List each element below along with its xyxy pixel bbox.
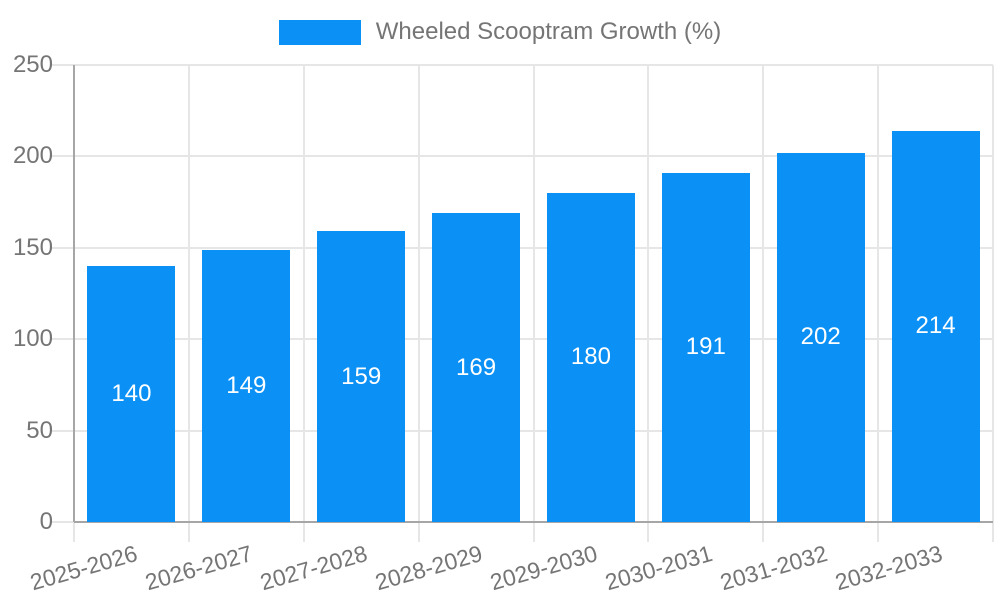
v-gridline [992,65,994,542]
bar: 159 [317,231,406,522]
bar: 149 [202,249,291,522]
bar: 202 [776,152,865,522]
x-axis-line [74,521,993,523]
bar-value-label: 191 [685,333,726,361]
y-tick-label: 0 [39,508,53,535]
y-axis-line [73,65,75,522]
v-gridline [877,65,880,542]
y-tick-label: 150 [12,233,53,261]
bar: 180 [546,192,635,522]
h-gridline [52,338,993,341]
h-gridline [52,429,993,432]
y-tick-label: 250 [12,51,53,78]
bar-value-label: 149 [226,371,267,399]
v-gridline [532,65,535,542]
bar-value-label: 180 [570,343,611,371]
h-gridline [52,155,993,158]
v-gridline [762,65,765,542]
bar: 169 [432,213,521,522]
bar-value-label: 202 [800,323,841,351]
bar: 140 [87,266,176,522]
legend-label[interactable]: Wheeled Scooptram Growth (%) [375,18,722,45]
legend: Wheeled Scooptram Growth (%) [0,18,1000,46]
bar-value-label: 140 [111,380,152,408]
v-gridline [417,65,420,542]
y-tick-label: 100 [12,325,53,353]
v-gridline [647,65,650,542]
h-gridline [52,246,993,249]
v-gridline [187,65,190,542]
bar-value-label: 159 [341,362,382,390]
y-tick-label: 200 [12,142,53,170]
h-gridline [52,64,993,66]
bar: 214 [891,130,980,522]
bar: 191 [661,172,750,522]
legend-swatch[interactable] [278,19,361,45]
v-gridline [302,65,305,542]
bar-value-label: 214 [915,312,956,340]
bar-value-label: 169 [456,353,497,381]
y-tick-label: 50 [26,416,53,444]
